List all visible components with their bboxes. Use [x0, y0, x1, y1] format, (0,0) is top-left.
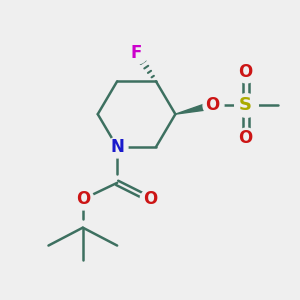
Text: N: N: [110, 138, 124, 156]
Polygon shape: [176, 101, 214, 114]
Text: O: O: [143, 190, 157, 208]
Text: S: S: [239, 96, 252, 114]
Text: O: O: [206, 96, 220, 114]
Text: O: O: [238, 63, 253, 81]
Text: O: O: [238, 129, 253, 147]
Text: F: F: [131, 44, 142, 62]
Text: O: O: [76, 190, 90, 208]
